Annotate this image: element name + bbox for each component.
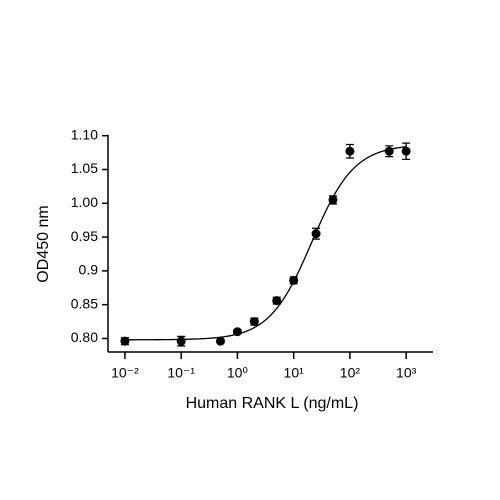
y-axis-label: OD450 nm [35, 205, 52, 282]
data-point [384, 146, 394, 156]
data-point [215, 336, 225, 346]
x-tick-label: 10¹ [284, 365, 305, 381]
y-tick-label: 0.9 [79, 262, 99, 278]
y-tick-label: 1.10 [71, 126, 98, 142]
y-tick-label: 0.80 [71, 329, 98, 345]
x-tick-label: 10³ [396, 365, 417, 381]
y-tick-label: 0.95 [71, 228, 98, 244]
data-point [289, 275, 299, 285]
data-point [272, 296, 282, 306]
data-point [249, 317, 259, 327]
x-tick-label: 10² [340, 365, 361, 381]
data-point [345, 146, 355, 156]
x-tick-label: 10⁻¹ [167, 365, 195, 381]
y-tick-label: 1.00 [71, 194, 98, 210]
data-point [401, 146, 411, 156]
data-point [311, 229, 321, 239]
x-tick-label: 10⁰ [227, 365, 249, 381]
x-axis-label: Human RANK L (ng/mL) [186, 395, 359, 412]
y-tick-label: 1.05 [71, 160, 98, 176]
data-point [176, 336, 186, 346]
data-point [120, 336, 130, 346]
fit-curve [124, 146, 407, 341]
x-tick-label: 10⁻² [111, 365, 139, 381]
data-point [232, 327, 242, 337]
data-point [328, 195, 338, 205]
y-tick-label: 0.85 [71, 295, 98, 311]
